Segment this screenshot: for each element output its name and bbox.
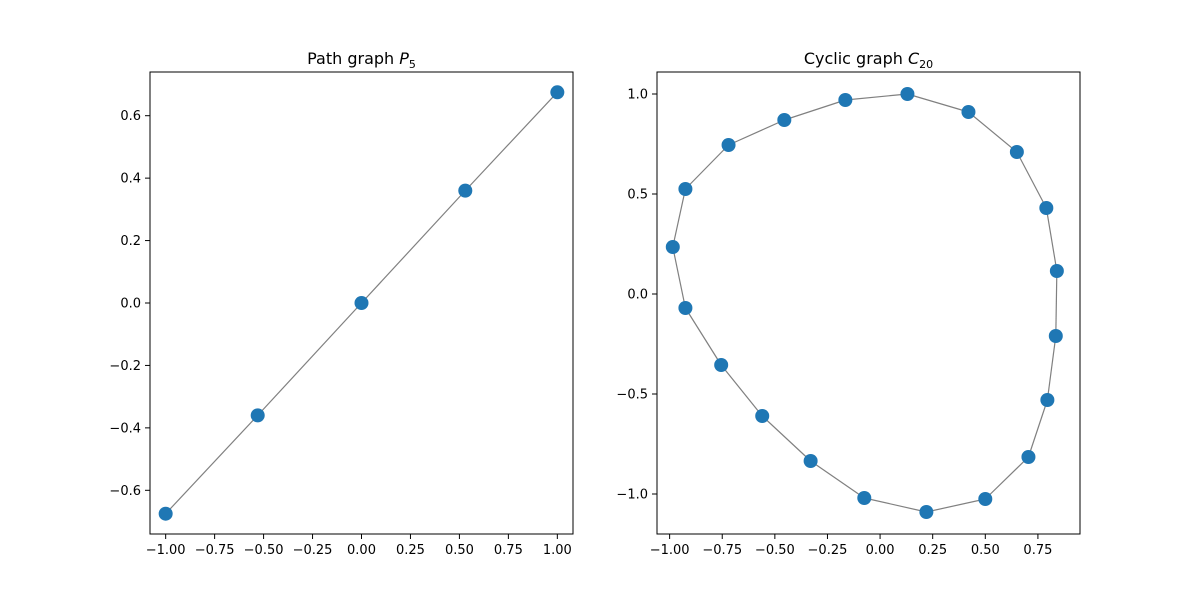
cyclic-graph-title: Cyclic graph C20 [804,49,933,71]
cyclic-graph-node [978,492,993,506]
cyclic-graph-x-tick-label: −0.25 [808,543,848,558]
path-graph-x-tick-label: 0.75 [494,543,523,558]
path-graph-node [354,296,369,310]
path-graph-x-tick-label: 0.00 [347,543,376,558]
path-graph-y-tick-label: −0.2 [109,359,141,374]
cyclic-graph-x-tick-label: −0.75 [702,543,742,558]
path-graph-title: Path graph P5 [307,49,416,71]
cyclic-graph-node [803,454,818,468]
cyclic-graph-edge [810,460,865,499]
cyclic-graph-edge [761,415,812,462]
cyclic-graph-edge [984,456,1029,500]
cyclic-graph-edge [684,144,729,190]
path-graph-title-subscript: 5 [409,58,416,71]
cyclic-graph-edge [845,93,908,101]
cyclic-graph-node [1049,264,1064,278]
cyclic-graph-title-symbol: C [908,49,920,68]
path-graph-y-tick-label: −0.6 [109,484,141,499]
path-graph-edge [165,414,259,515]
path-graph-x-tick-label: 0.50 [445,543,474,558]
path-graph-y-tick-label: 0.2 [120,234,141,249]
cyclic-graph-edge [1027,399,1048,458]
cyclic-graph-x-tick-label: 0.50 [971,543,1000,558]
cyclic-graph-edge [864,497,927,513]
cyclic-graph-node [714,358,729,372]
path-graph-axes-frame [149,71,574,535]
cyclic-graph-node [919,505,934,519]
cyclic-graph-x-tick-label: 0.75 [1023,543,1052,558]
cyclic-graph-edge [728,119,785,146]
path-graph-x-tick-label: 1.00 [543,543,572,558]
cyclic-graph-node [838,93,853,107]
cyclic-graph-x-tick-label: −1.00 [650,543,690,558]
cyclic-graph-node [1021,450,1036,464]
path-graph-y-tick-label: −0.4 [109,421,141,436]
cyclic-graph-y-tick-label: −1.0 [616,488,648,503]
cyclic-graph-node [678,182,693,196]
cyclic-graph-edge [1045,207,1058,272]
cyclic-graph-title-subscript: 20 [919,58,933,71]
cyclic-graph-node [777,113,792,127]
cyclic-graph-node [755,409,770,423]
cyclic-graph-edge [1016,151,1047,209]
cyclic-graph-node [721,138,736,152]
path-graph-edge [464,91,558,192]
cyclic-graph-node [900,87,915,101]
cyclic-graph-edge [1046,335,1057,401]
cyclic-graph-node [1040,393,1055,407]
path-graph-x-tick-label: −0.75 [195,543,235,558]
cyclic-graph-x-tick-label: −0.50 [755,543,795,558]
path-graph-edge [257,302,362,416]
path-graph-edge [361,190,466,304]
cyclic-graph-x-tick-label: 0.00 [866,543,895,558]
path-graph-x-tick-label: −0.50 [244,543,284,558]
path-graph-x-tick-label: 0.25 [396,543,425,558]
path-graph-node [158,506,173,521]
cyclic-graph-x-tick-label: 0.25 [918,543,947,558]
cyclic-graph-edge [672,246,686,309]
cyclic-graph-edge [926,498,986,513]
path-graph-y-tick-label: 0.6 [120,109,141,124]
cyclic-graph-edge [784,99,846,121]
cyclic-graph-node [1048,329,1063,343]
path-graph-x-tick-label: −1.00 [146,543,186,558]
cyclic-graph-y-tick-label: −0.5 [616,388,648,403]
path-graph-title-symbol: P [399,49,409,68]
cyclic-graph-node [1009,145,1024,159]
path-graph-panel: Path graph P5−1.00 −0.75 −0.50 −0.25 0.00 0.2… [109,49,574,558]
cyclic-graph-y-tick-label: 1.0 [627,88,648,103]
path-graph-y-tick-label: 0.0 [120,297,141,312]
cyclic-graph-node [857,491,872,505]
cyclic-graph-edge [672,188,686,248]
cyclic-graph-node [678,301,693,315]
cyclic-graph-node [961,105,976,119]
cyclic-graph-title-text: Cyclic graph [804,49,908,68]
path-graph-node [458,183,473,198]
path-graph-title-text: Path graph [307,49,399,68]
path-graph-y-tick-label: 0.4 [120,172,141,187]
cyclic-graph-edge [1055,270,1058,337]
path-graph-x-tick-label: −0.25 [293,543,333,558]
cyclic-graph-edge [720,364,763,417]
cyclic-graph-panel: Cyclic graph C20−1.00 −0.75 −0.50 −0.25 0.00… [616,49,1081,558]
cyclic-graph-y-tick-label: 0.0 [627,288,648,303]
cyclic-graph-edge [684,307,722,366]
cyclic-graph-y-tick-label: 0.5 [627,188,648,203]
cyclic-graph-node [1039,201,1054,215]
path-graph-node [550,85,565,100]
path-graph-node [250,408,265,423]
cyclic-graph-node [665,240,680,254]
cyclic-graph-axes-frame [656,71,1081,535]
cyclic-graph-edge [907,93,969,113]
cyclic-graph-edge [968,111,1018,153]
